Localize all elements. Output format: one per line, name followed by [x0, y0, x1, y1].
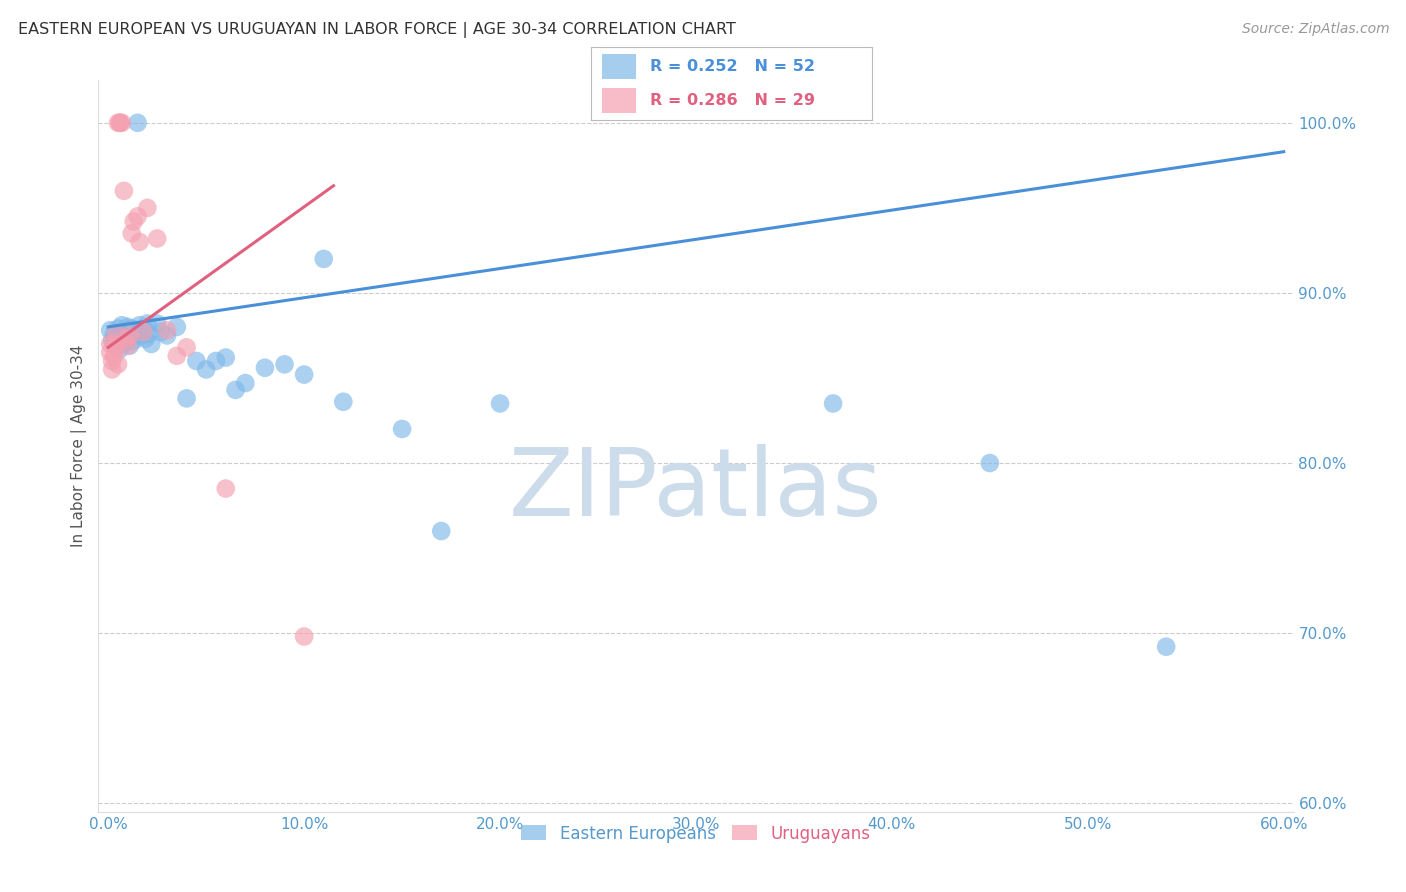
Legend: Eastern Europeans, Uruguayans: Eastern Europeans, Uruguayans: [513, 816, 879, 851]
Point: [225, 383, 247, 397]
Point: [131, 328, 153, 343]
Point: [103, 335, 125, 350]
Point: [101, 334, 124, 348]
Point: [101, 362, 124, 376]
Point: [134, 332, 156, 346]
Point: [112, 184, 135, 198]
Point: [132, 325, 155, 339]
Bar: [602, 54, 636, 78]
Point: [146, 231, 169, 245]
Point: [105, 340, 128, 354]
Point: [107, 116, 129, 130]
Point: [146, 317, 169, 331]
Text: R = 0.286   N = 29: R = 0.286 N = 29: [650, 93, 814, 108]
Point: [103, 349, 125, 363]
Point: [121, 321, 143, 335]
Text: EASTERN EUROPEAN VS URUGUAYAN IN LABOR FORCE | AGE 30-34 CORRELATION CHART: EASTERN EUROPEAN VS URUGUAYAN IN LABOR F…: [18, 22, 737, 38]
Point: [176, 392, 198, 406]
Point: [118, 323, 141, 337]
Point: [112, 326, 135, 341]
Text: ZIPatlas: ZIPatlas: [509, 444, 883, 536]
Point: [430, 524, 453, 538]
Point: [98, 323, 121, 337]
Point: [823, 396, 845, 410]
Point: [156, 323, 179, 337]
Point: [138, 326, 160, 341]
Point: [186, 354, 208, 368]
Text: Source: ZipAtlas.com: Source: ZipAtlas.com: [1241, 22, 1389, 37]
Point: [195, 362, 218, 376]
Point: [112, 337, 135, 351]
Point: [122, 334, 145, 348]
Point: [115, 330, 138, 344]
Point: [117, 332, 139, 346]
Point: [103, 337, 125, 351]
Point: [115, 332, 138, 346]
Point: [121, 330, 143, 344]
Point: [136, 201, 159, 215]
Point: [103, 326, 125, 341]
Y-axis label: In Labor Force | Age 30-34: In Labor Force | Age 30-34: [72, 344, 87, 548]
Point: [141, 337, 163, 351]
Point: [205, 354, 228, 368]
Point: [166, 320, 188, 334]
Point: [127, 325, 149, 339]
Point: [98, 345, 121, 359]
Point: [128, 235, 150, 249]
Point: [215, 482, 238, 496]
Point: [124, 326, 146, 341]
Point: [105, 328, 128, 343]
Point: [166, 349, 188, 363]
Point: [108, 342, 131, 356]
Point: [292, 368, 315, 382]
Point: [979, 456, 1001, 470]
Point: [117, 338, 139, 352]
Point: [121, 227, 143, 241]
Point: [101, 354, 124, 368]
Point: [118, 328, 141, 343]
Point: [1154, 640, 1177, 654]
Point: [156, 328, 179, 343]
Text: R = 0.252   N = 52: R = 0.252 N = 52: [650, 59, 814, 74]
Point: [98, 337, 121, 351]
Point: [111, 318, 134, 333]
Point: [489, 396, 512, 410]
Point: [107, 321, 129, 335]
Point: [150, 325, 173, 339]
Point: [292, 630, 315, 644]
Point: [176, 340, 198, 354]
Point: [391, 422, 413, 436]
Point: [111, 116, 134, 130]
Point: [253, 360, 276, 375]
Point: [127, 210, 149, 224]
Point: [312, 252, 335, 266]
Point: [108, 116, 131, 130]
Point: [107, 357, 129, 371]
Bar: [602, 88, 636, 113]
Point: [108, 332, 131, 346]
Point: [235, 376, 257, 390]
Point: [132, 321, 155, 335]
Point: [332, 394, 354, 409]
Point: [215, 351, 238, 365]
Point: [273, 357, 295, 371]
Point: [128, 318, 150, 333]
Point: [105, 326, 128, 341]
Point: [111, 328, 134, 343]
Point: [127, 116, 149, 130]
Point: [118, 338, 141, 352]
Point: [108, 116, 131, 130]
Point: [122, 214, 145, 228]
Point: [117, 320, 139, 334]
Point: [136, 317, 159, 331]
